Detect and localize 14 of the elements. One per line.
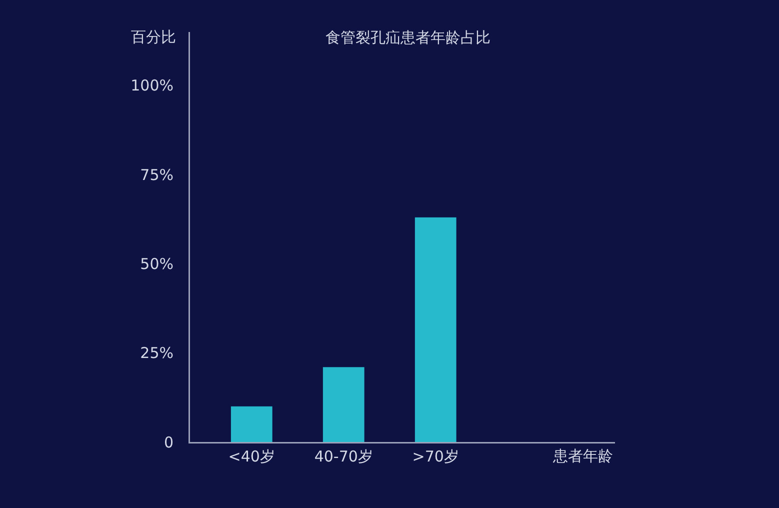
bar <box>230 406 272 442</box>
bar <box>414 217 456 442</box>
x-tick-label: >70岁 <box>412 448 459 466</box>
y-tick-label: 50% <box>140 254 174 273</box>
y-axis-title: 百分比 <box>131 28 176 46</box>
x-tick-label: 40-70岁 <box>314 448 373 466</box>
y-tick-label: 0 <box>164 433 174 452</box>
y-tick-label: 75% <box>140 166 174 184</box>
x-tick-label: <40岁 <box>228 448 275 466</box>
bar <box>322 367 364 442</box>
y-tick-label: 25% <box>140 344 174 362</box>
x-axis-title: 患者年龄 <box>552 447 613 465</box>
chart-title: 食管裂孔疝患者年龄占比 <box>326 28 490 46</box>
y-tick-label: 100% <box>130 76 174 95</box>
